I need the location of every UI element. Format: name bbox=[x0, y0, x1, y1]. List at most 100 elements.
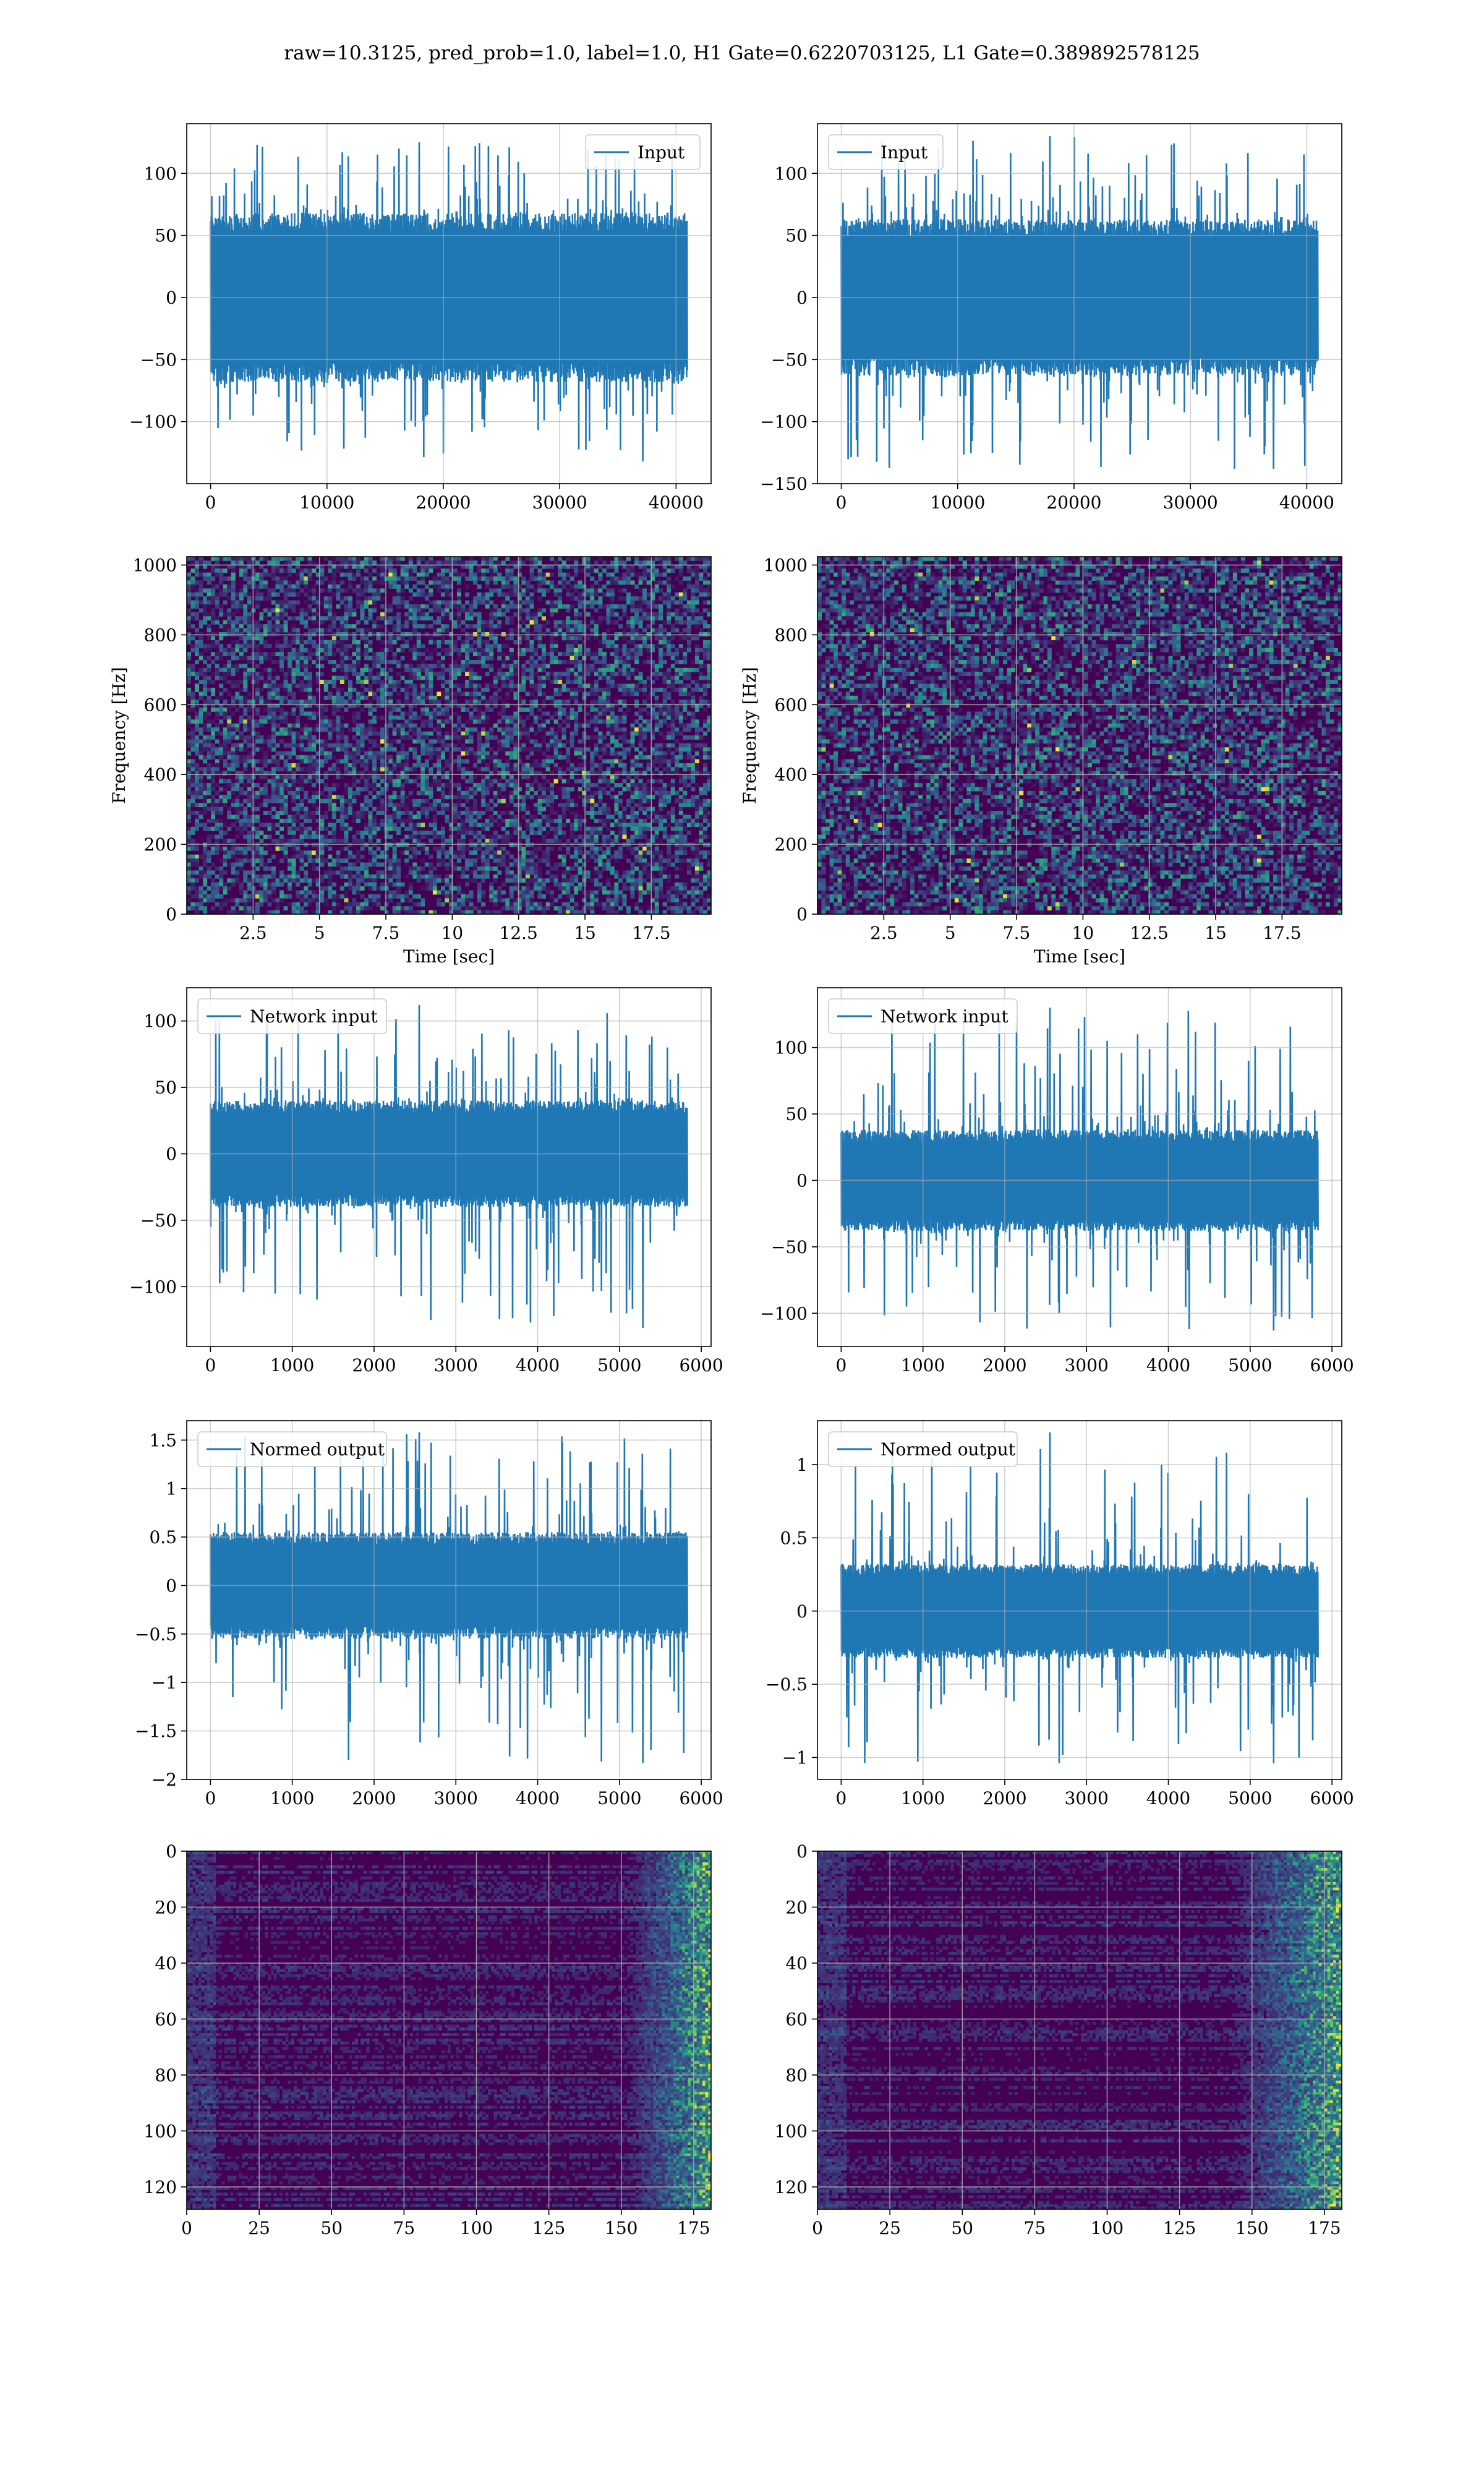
heatmap-cell bbox=[420, 811, 425, 815]
heatmap-cell bbox=[275, 592, 280, 597]
heatmap-cell bbox=[279, 779, 284, 784]
heatmap-cell bbox=[453, 803, 458, 808]
heatmap-cell bbox=[412, 815, 417, 820]
heatmap-cell bbox=[485, 755, 490, 760]
heatmap-cell bbox=[461, 620, 466, 625]
heatmap-cell bbox=[441, 858, 445, 863]
heatmap-cell bbox=[255, 866, 260, 871]
heatmap-cell bbox=[271, 743, 276, 748]
heatmap-cell bbox=[279, 660, 284, 664]
heatmap-cell bbox=[465, 815, 470, 820]
heatmap-cell bbox=[529, 708, 534, 712]
heatmap-cell bbox=[255, 672, 260, 677]
heatmap-cell bbox=[517, 902, 522, 907]
heatmap-cell bbox=[509, 890, 514, 895]
heatmap-cell bbox=[400, 894, 405, 899]
heatmap-cell bbox=[344, 783, 349, 787]
heatmap-cell bbox=[235, 648, 240, 653]
heatmap-cell bbox=[291, 628, 296, 633]
heatmap-cell bbox=[271, 560, 276, 565]
heatmap-cell bbox=[412, 727, 417, 732]
heatmap-cell bbox=[429, 862, 433, 867]
heatmap-cell bbox=[392, 854, 397, 859]
heatmap-cell bbox=[521, 763, 526, 768]
heatmap-cell bbox=[288, 560, 292, 565]
heatmap-cell bbox=[404, 600, 409, 605]
heatmap-cell bbox=[195, 811, 199, 815]
heatmap-cell bbox=[408, 719, 413, 724]
heatmap-cell bbox=[372, 779, 377, 784]
heatmap-cell bbox=[291, 795, 296, 800]
heatmap-cell bbox=[408, 790, 413, 795]
heatmap-cell bbox=[203, 687, 208, 692]
heatmap-cell bbox=[348, 811, 352, 815]
heatmap-cell bbox=[299, 640, 304, 644]
heatmap-cell bbox=[392, 584, 397, 589]
heatmap-cell bbox=[348, 700, 352, 704]
heatmap-cell bbox=[211, 703, 216, 708]
heatmap-cell bbox=[441, 775, 445, 780]
heatmap-cell bbox=[473, 715, 478, 720]
heatmap-cell bbox=[336, 894, 341, 899]
heatmap-cell bbox=[307, 854, 312, 859]
heatmap-cell bbox=[505, 580, 510, 585]
heatmap-cell bbox=[203, 862, 208, 867]
heatmap-cell bbox=[432, 823, 437, 828]
heatmap-cell bbox=[384, 652, 389, 656]
heatmap-cell bbox=[304, 874, 309, 879]
heatmap-cell bbox=[336, 695, 341, 700]
heatmap-cell bbox=[259, 612, 264, 617]
heatmap-cell bbox=[388, 680, 393, 684]
heatmap-cell bbox=[296, 787, 301, 792]
heatmap-cell bbox=[190, 612, 195, 617]
heatmap-cell bbox=[505, 723, 510, 728]
heatmap-cell bbox=[198, 624, 203, 629]
heatmap-cell bbox=[445, 612, 450, 617]
heatmap-cell bbox=[219, 894, 224, 899]
heatmap-cell bbox=[323, 604, 328, 609]
heatmap-cell bbox=[356, 870, 360, 875]
heatmap-cell bbox=[513, 719, 518, 724]
heatmap-cell bbox=[505, 818, 510, 823]
heatmap-cell bbox=[485, 862, 490, 867]
heatmap-cell bbox=[283, 731, 288, 736]
heatmap-cell bbox=[521, 795, 526, 800]
heatmap-cell bbox=[235, 834, 240, 839]
heatmap-cell bbox=[296, 743, 301, 748]
heatmap-cell bbox=[344, 790, 349, 795]
heatmap-cell bbox=[339, 735, 344, 740]
heatmap-cell bbox=[392, 703, 397, 708]
heatmap-cell bbox=[380, 787, 385, 792]
heatmap-cell bbox=[372, 568, 377, 573]
heatmap-cell bbox=[243, 576, 248, 581]
heatmap-cell bbox=[331, 831, 336, 835]
heatmap-cell bbox=[323, 783, 328, 787]
heatmap-cell bbox=[485, 910, 490, 914]
heatmap-cell bbox=[211, 906, 216, 911]
heatmap-cell bbox=[344, 807, 349, 811]
heatmap-cell bbox=[449, 862, 453, 867]
heatmap-cell bbox=[328, 584, 333, 589]
heatmap-cell bbox=[187, 592, 191, 597]
heatmap-cell bbox=[445, 839, 450, 843]
heatmap-cell bbox=[525, 624, 530, 629]
heatmap-cell bbox=[304, 683, 309, 688]
heatmap-cell bbox=[219, 807, 224, 811]
heatmap-cell bbox=[465, 846, 470, 851]
heatmap-cell bbox=[187, 906, 191, 911]
heatmap-cell bbox=[299, 652, 304, 656]
heatmap-cell bbox=[449, 557, 453, 561]
heatmap-cell bbox=[320, 763, 325, 768]
heatmap-cell bbox=[396, 775, 401, 780]
heatmap-cell bbox=[485, 576, 490, 581]
heatmap-cell bbox=[432, 739, 437, 744]
heatmap-cell bbox=[344, 636, 349, 641]
heatmap-cell bbox=[328, 910, 333, 914]
heatmap-cell bbox=[469, 612, 474, 617]
heatmap-cell bbox=[231, 672, 236, 677]
heatmap-cell bbox=[489, 727, 494, 732]
heatmap-cell bbox=[315, 652, 320, 656]
heatmap-cell bbox=[348, 695, 352, 700]
heatmap-cell bbox=[384, 831, 389, 835]
heatmap-cell bbox=[356, 691, 360, 696]
